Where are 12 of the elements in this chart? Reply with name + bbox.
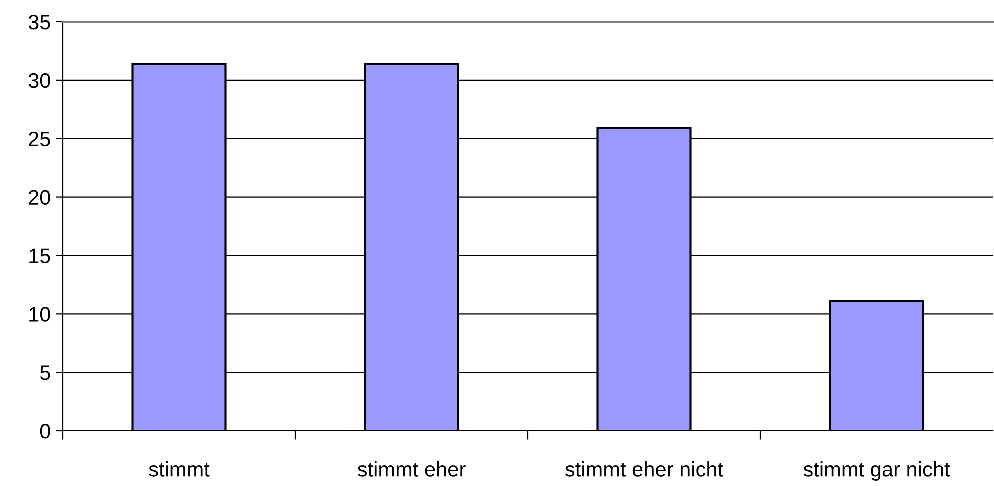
y-tick-label: 30 xyxy=(28,73,50,88)
y-tick-label: 10 xyxy=(30,307,50,322)
y-tick-label: 15 xyxy=(30,248,50,264)
y-tick-label: 20 xyxy=(29,190,50,206)
y-tick-label: 0 xyxy=(40,424,50,439)
x-tick-label: stimmt eher xyxy=(358,462,466,477)
y-tick-label: 35 xyxy=(28,15,50,30)
y-tick-label: 25 xyxy=(29,132,50,147)
y-tick-label: 5 xyxy=(40,366,50,380)
x-tick-label: stimmt eher nicht xyxy=(566,462,724,477)
x-tick-label: stimmt gar nicht xyxy=(804,462,950,481)
x-tick-label: stimmt xyxy=(149,462,210,477)
